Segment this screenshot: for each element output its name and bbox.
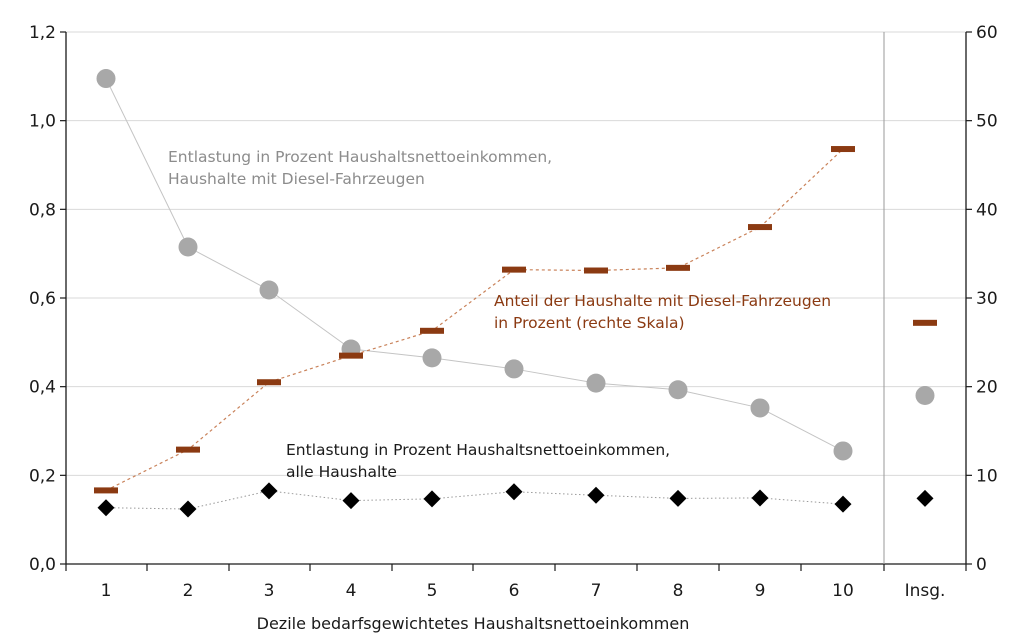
y-right-tick-label: 30: [976, 289, 998, 309]
data-point-all: [587, 486, 605, 504]
data-point-all: [669, 489, 687, 507]
data-point-all: [834, 495, 852, 513]
annotation-line: Anteil der Haushalte mit Diesel-Fahrzeug…: [494, 292, 831, 310]
series: [94, 69, 937, 518]
data-point-all: [342, 492, 360, 510]
y-right-tick-label: 10: [976, 466, 998, 486]
x-tick-label: 10: [832, 581, 854, 601]
data-point-diesel: [750, 398, 770, 418]
x-tick-label: 4: [346, 581, 357, 601]
x-tick-label: Insg.: [905, 581, 946, 601]
y-left-tick-label: 1,0: [29, 112, 56, 132]
series-line-all: [105, 490, 844, 510]
data-point-share: [420, 327, 444, 334]
data-point-all: [423, 490, 441, 508]
data-point-share: [913, 319, 937, 326]
data-point-share: [176, 446, 200, 453]
data-point-diesel: [96, 69, 116, 89]
y-right-tick-label: 60: [976, 23, 998, 43]
y-right-tick-label: 40: [976, 200, 998, 220]
y-right-tick-label: 20: [976, 378, 998, 398]
x-tick-label: 2: [183, 581, 194, 601]
data-point-diesel: [178, 237, 198, 257]
data-point-diesel: [915, 386, 935, 406]
annotation-all: Entlastung in Prozent Haushaltsnettoeink…: [286, 441, 670, 481]
gridlines: [66, 31, 966, 476]
annotation-line: Haushalte mit Diesel-Fahrzeugen: [168, 170, 425, 188]
annotation-line: Entlastung in Prozent Haushaltsnettoeink…: [286, 441, 670, 459]
data-point-share: [339, 352, 363, 359]
annotation-line: alle Haushalte: [286, 463, 397, 481]
x-tick-label: 6: [509, 581, 520, 601]
y-left-tick-label: 0,0: [29, 555, 56, 575]
axes: [60, 31, 972, 571]
y-left-tick-label: 0,8: [29, 200, 56, 220]
series-share: [94, 146, 937, 494]
y-left-tick-label: 0,6: [29, 289, 56, 309]
x-axis-title: Dezile bedarfsgewichtetes Haushaltsnetto…: [257, 614, 690, 633]
annotation-line: Entlastung in Prozent Haushaltsnettoeink…: [168, 148, 552, 166]
series-diesel: [96, 69, 935, 461]
labels: Dezile bedarfsgewichtetes Haushaltsnetto…: [29, 23, 998, 633]
series-line-share: [105, 148, 844, 491]
x-tick-label: 5: [427, 581, 438, 601]
x-tick-label: 8: [673, 581, 684, 601]
data-point-share: [748, 224, 772, 231]
data-point-all: [97, 499, 115, 517]
data-point-all: [505, 483, 523, 501]
annotation-diesel: Entlastung in Prozent Haushaltsnettoeink…: [168, 148, 552, 188]
data-point-diesel: [259, 280, 279, 300]
data-point-share: [94, 487, 118, 494]
x-tick-label: 3: [264, 581, 275, 601]
data-point-share: [502, 266, 526, 273]
x-tick-label: 9: [755, 581, 766, 601]
data-point-all: [179, 500, 197, 518]
series-line-diesel: [105, 78, 844, 452]
y-left-tick-label: 0,2: [29, 466, 56, 486]
data-point-diesel: [586, 373, 606, 393]
data-point-all: [916, 489, 934, 507]
annotation-share: Anteil der Haushalte mit Diesel-Fahrzeug…: [494, 292, 831, 332]
y-left-tick-label: 0,4: [29, 378, 56, 398]
x-tick-label: 1: [101, 581, 112, 601]
data-point-all: [751, 489, 769, 507]
data-point-diesel: [668, 380, 688, 400]
series-all: [97, 482, 934, 518]
x-tick-label: 7: [591, 581, 602, 601]
y-right-tick-label: 50: [976, 112, 998, 132]
y-right-tick-label: 0: [976, 555, 987, 575]
data-point-share: [257, 379, 281, 386]
annotation-line: in Prozent (rechte Skala): [494, 314, 685, 332]
data-point-share: [831, 146, 855, 153]
data-point-diesel: [833, 441, 853, 461]
data-point-diesel: [504, 359, 524, 379]
y-left-tick-label: 1,2: [29, 23, 56, 43]
data-point-share: [584, 267, 608, 274]
data-point-share: [666, 264, 690, 271]
data-point-diesel: [422, 348, 442, 368]
data-point-all: [260, 482, 278, 500]
